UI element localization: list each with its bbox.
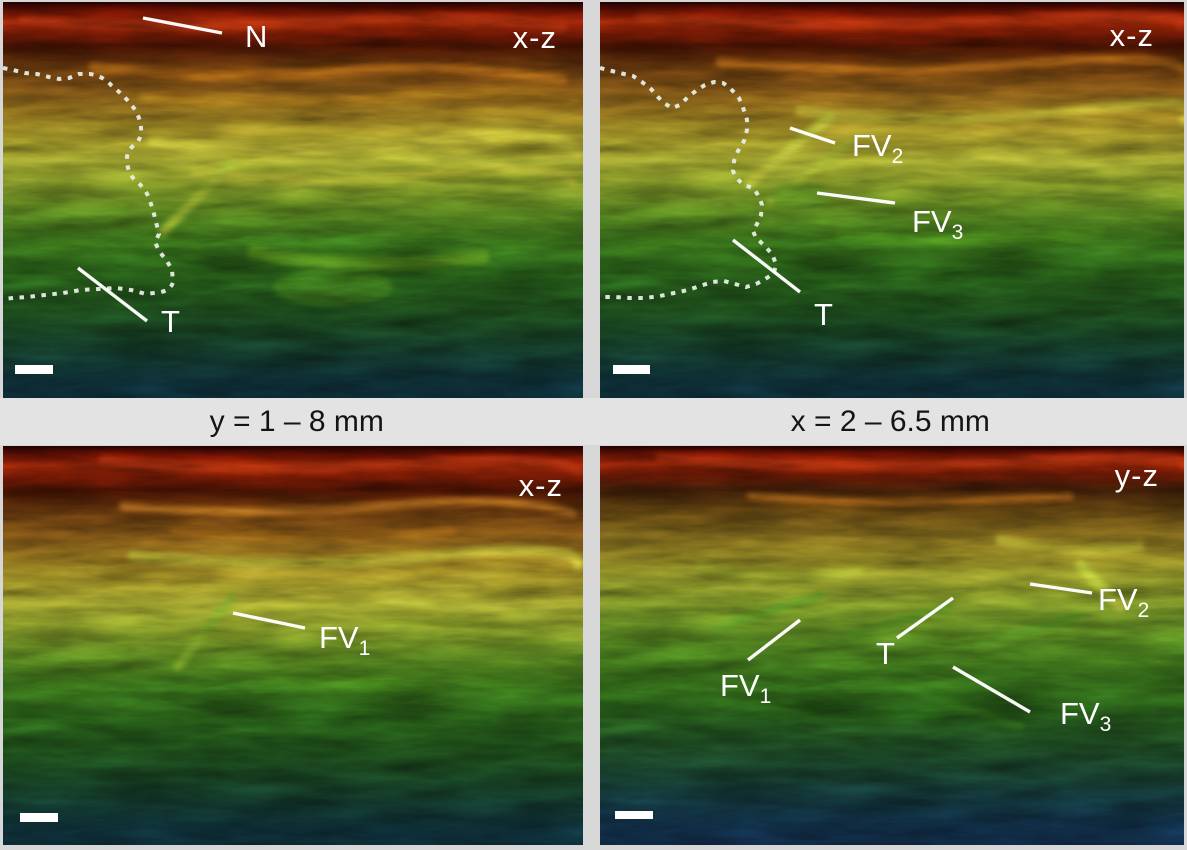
slice-range-label-right: x = 2 – 6.5 mm [790,404,990,438]
tumor-outline [600,66,779,300]
pointer-line-t [731,238,802,294]
annotation-label-t: T [814,297,833,332]
panel-top-left: x-z N T [3,2,583,398]
annotation-label-fv2: FV2 [1098,582,1150,622]
scale-bar [613,365,650,374]
annotation-label-n: N [245,19,268,54]
pointer-line-fv1 [232,611,306,630]
plane-label: y-z [1114,458,1159,493]
panel-bottom-left: x-z FV1 [3,446,583,845]
pointer-line-fv3 [952,665,1031,714]
annotation-label-t: T [161,304,180,339]
panel-texture [600,2,1184,398]
tumor-outline [3,66,176,301]
pointer-line-t [76,266,149,323]
pointer-lines [76,16,223,323]
plane-label: x-z [512,20,557,55]
scale-bar [20,813,58,822]
plane-label: x-z [1109,18,1154,53]
panel-bottom-right: y-z FV1 T FV2 FV3 [600,446,1184,845]
panel-top-right: x-z FV2 FV3 T [600,2,1184,398]
annotation-label-fv2: FV2 [852,128,904,168]
annotation-label-fv3: FV3 [1060,696,1112,736]
panel-texture [3,446,583,845]
scale-bar [15,365,53,374]
pointer-line-n [142,16,223,35]
pointer-lines [232,611,306,630]
scale-bar [615,811,653,819]
pointer-line-t [896,596,954,640]
pointer-lines [746,582,1093,714]
pointer-line-fv3 [816,191,896,205]
pointer-lines [731,126,896,294]
pointer-line-fv2 [789,126,836,145]
pointer-line-fv2 [1029,582,1093,595]
annotation-label-fv3: FV3 [912,204,964,244]
pointer-line-fv1 [746,618,802,662]
annotation-label-fv1: FV1 [720,668,772,708]
slice-range-label-left: y = 1 – 8 mm [209,404,384,438]
annotation-label-fv1: FV1 [319,620,371,660]
plane-label: x-z [518,468,563,503]
annotation-label-t: T [876,636,895,671]
panel-texture [3,2,583,398]
panel-texture [600,446,1184,845]
slice-range-band: y = 1 – 8 mm x = 2 – 6.5 mm [0,398,1187,445]
